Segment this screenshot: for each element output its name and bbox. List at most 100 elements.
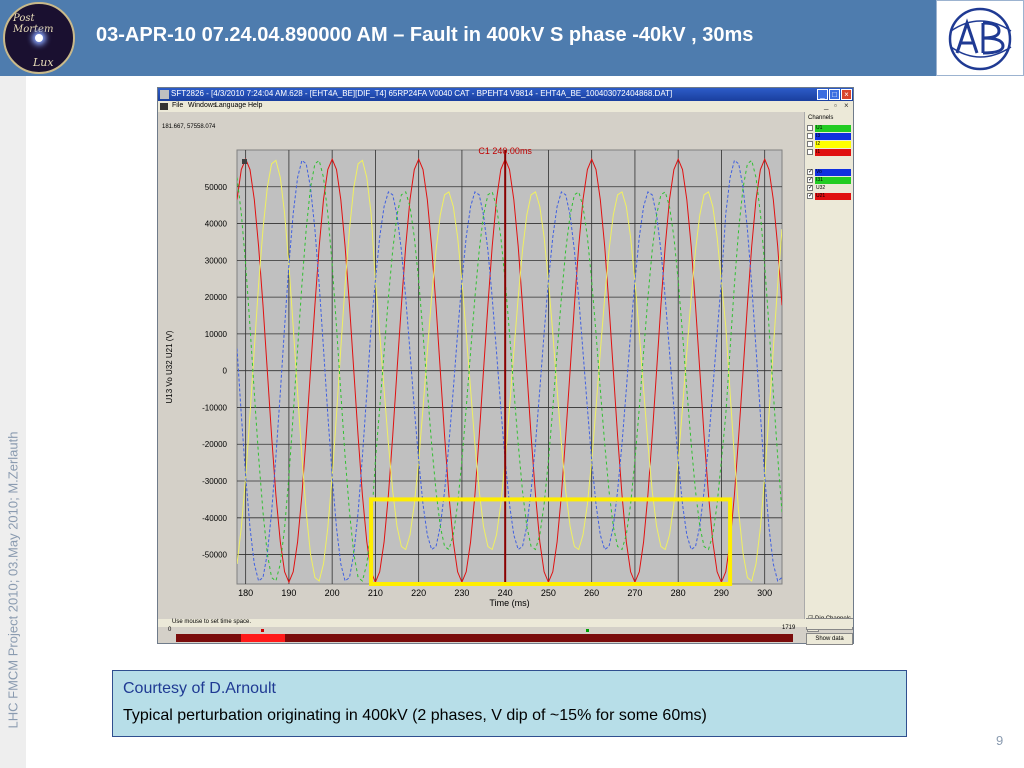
trigger-marker xyxy=(261,629,264,632)
timeline-window-handle[interactable] xyxy=(241,634,285,642)
minimize-button[interactable]: _ xyxy=(817,89,828,100)
menu-windows[interactable]: Windows xyxy=(188,102,217,109)
marker-square xyxy=(242,159,247,164)
maximize-button[interactable]: □ xyxy=(829,89,840,100)
mdi-restore-button[interactable]: ▫ xyxy=(834,101,837,110)
channel-label: I3 xyxy=(815,133,851,140)
channel-checkbox[interactable] xyxy=(807,141,813,147)
x-tick-label: 210 xyxy=(368,588,383,598)
series-line-u32 xyxy=(237,159,782,582)
app-icon xyxy=(160,90,169,99)
timeline-start-label: 0 xyxy=(168,627,172,633)
channel-label: U1 xyxy=(815,125,851,132)
y-tick-label: 20000 xyxy=(205,293,228,302)
y-tick-label: -10000 xyxy=(202,403,227,412)
x-tick-label: 300 xyxy=(757,588,772,598)
channel-checkbox[interactable] xyxy=(807,133,813,139)
slide-title: 03-APR-10 07.24.04.890000 AM – Fault in … xyxy=(96,24,754,46)
x-tick-label: 230 xyxy=(454,588,469,598)
x-tick-label: 180 xyxy=(238,588,253,598)
event-marker xyxy=(586,629,589,632)
channel-checkbox[interactable]: ✓ xyxy=(807,177,814,183)
channels-title: Channels xyxy=(808,115,834,121)
caption-box: Courtesy of D.Arnoult Typical perturbati… xyxy=(112,670,907,737)
channel-label: U32 xyxy=(815,185,851,192)
menu-file[interactable]: File xyxy=(172,102,184,109)
x-tick-label: 220 xyxy=(411,588,426,598)
timeline-sample-count: 1719 xyxy=(782,625,796,631)
cursor-label: C1 240.00ms xyxy=(478,146,532,156)
y-tick-label: 50000 xyxy=(205,183,228,192)
y-tick-label: -20000 xyxy=(202,440,227,449)
y-tick-label: -30000 xyxy=(202,477,227,486)
channel-label: I31 xyxy=(815,177,851,184)
window-title: SFT2826 - [4/3/2010 7:24:04 AM.628 - [EH… xyxy=(171,89,673,98)
series-line-u13 xyxy=(237,159,782,582)
cern-ab-logo xyxy=(936,0,1024,76)
document-icon xyxy=(160,103,168,110)
highlight-box xyxy=(369,497,733,586)
channel-label: I1 xyxy=(815,149,851,156)
x-tick-label: 200 xyxy=(325,588,340,598)
menu-bar: File Windows Language Help _ ▫ × xyxy=(158,101,853,112)
y-tick-label: 0 xyxy=(223,367,228,376)
channel-checkbox[interactable] xyxy=(807,149,813,155)
side-strip xyxy=(0,76,26,768)
star-icon xyxy=(35,34,43,42)
waveform-chart[interactable]: 180 190 200 210 220 230 240 250 260 270 280 290 300 5… xyxy=(160,122,802,619)
x-tick-label: 260 xyxy=(584,588,599,598)
caption-description: Typical perturbation originating in 400k… xyxy=(123,707,707,724)
channel-row[interactable]: U1 xyxy=(807,125,853,132)
show-data-button[interactable]: Show data xyxy=(806,633,853,645)
oscillograph-window: SFT2826 - [4/3/2010 7:24:04 AM.628 - [EH… xyxy=(157,87,854,645)
x-tick-label: 270 xyxy=(627,588,642,598)
side-footer-text: LHC FMCM Project 2010; 03.May 2010; M.Ze… xyxy=(5,431,21,729)
channel-label: I2 xyxy=(815,141,851,148)
channel-row[interactable]: ✓ Vo xyxy=(807,169,853,176)
post-mortem-logo: Post Mortem Lux xyxy=(3,2,75,74)
channel-row[interactable]: ✓ U21 xyxy=(807,193,853,200)
y-tick-label: 30000 xyxy=(205,256,228,265)
menu-help[interactable]: Help xyxy=(248,102,263,109)
coordinate-readout: 181.667, 57558.074 xyxy=(162,124,216,130)
channel-row[interactable]: I1 xyxy=(807,149,853,156)
channel-label: Vo xyxy=(815,169,851,176)
channel-checkbox[interactable]: ✓ xyxy=(807,169,814,175)
channel-row[interactable]: I3 xyxy=(807,133,853,140)
close-button[interactable]: × xyxy=(841,89,852,100)
x-tick-label: 190 xyxy=(281,588,296,598)
caption-credit: Courtesy of D.Arnoult xyxy=(123,680,276,697)
series-line-u21 xyxy=(237,157,782,584)
title-bar: Post Mortem Lux 03-APR-10 07.24.04.89000… xyxy=(0,0,1024,76)
x-axis-label: Time (ms) xyxy=(489,598,529,608)
x-tick-label: 250 xyxy=(541,588,556,598)
x-tick-label: 240 xyxy=(498,588,513,598)
plot-area xyxy=(236,149,783,585)
channel-row[interactable]: I2 xyxy=(807,141,853,148)
mdi-close-button[interactable]: × xyxy=(844,101,849,110)
menu-language[interactable]: Language xyxy=(215,102,247,109)
slide-number: 9 xyxy=(996,733,1004,748)
timeline-scrollbar[interactable] xyxy=(176,634,793,642)
channel-checkbox[interactable]: ✓ xyxy=(807,193,814,199)
channel-checkbox[interactable] xyxy=(807,125,813,131)
channel-label: U21 xyxy=(815,193,851,200)
y-axis-label: U13 Vo U32 U21 (V) xyxy=(165,330,174,403)
plot-panel[interactable]: 180 190 200 210 220 230 240 250 260 270 280 290 300 5… xyxy=(160,122,802,619)
channel-row[interactable]: ✓ U32 xyxy=(807,185,853,192)
status-bar: Use mouse to set time space. xyxy=(158,619,853,627)
logo-text-post-mortem: Post Mortem xyxy=(13,13,54,35)
y-tick-label: 40000 xyxy=(205,220,228,229)
channel-row[interactable]: ✓ I31 xyxy=(807,177,853,184)
y-tick-label: 10000 xyxy=(205,330,228,339)
channel-checkbox[interactable]: ✓ xyxy=(807,185,814,191)
mdi-minimize-button[interactable]: _ xyxy=(824,101,829,110)
y-tick-label: -50000 xyxy=(202,551,227,560)
x-tick-label: 280 xyxy=(671,588,686,598)
window-titlebar[interactable]: SFT2826 - [4/3/2010 7:24:04 AM.628 - [EH… xyxy=(158,88,853,101)
y-tick-label: -40000 xyxy=(202,514,227,523)
status-text: Use mouse to set time space. xyxy=(172,619,252,625)
logo-text-lux: Lux xyxy=(33,56,54,69)
